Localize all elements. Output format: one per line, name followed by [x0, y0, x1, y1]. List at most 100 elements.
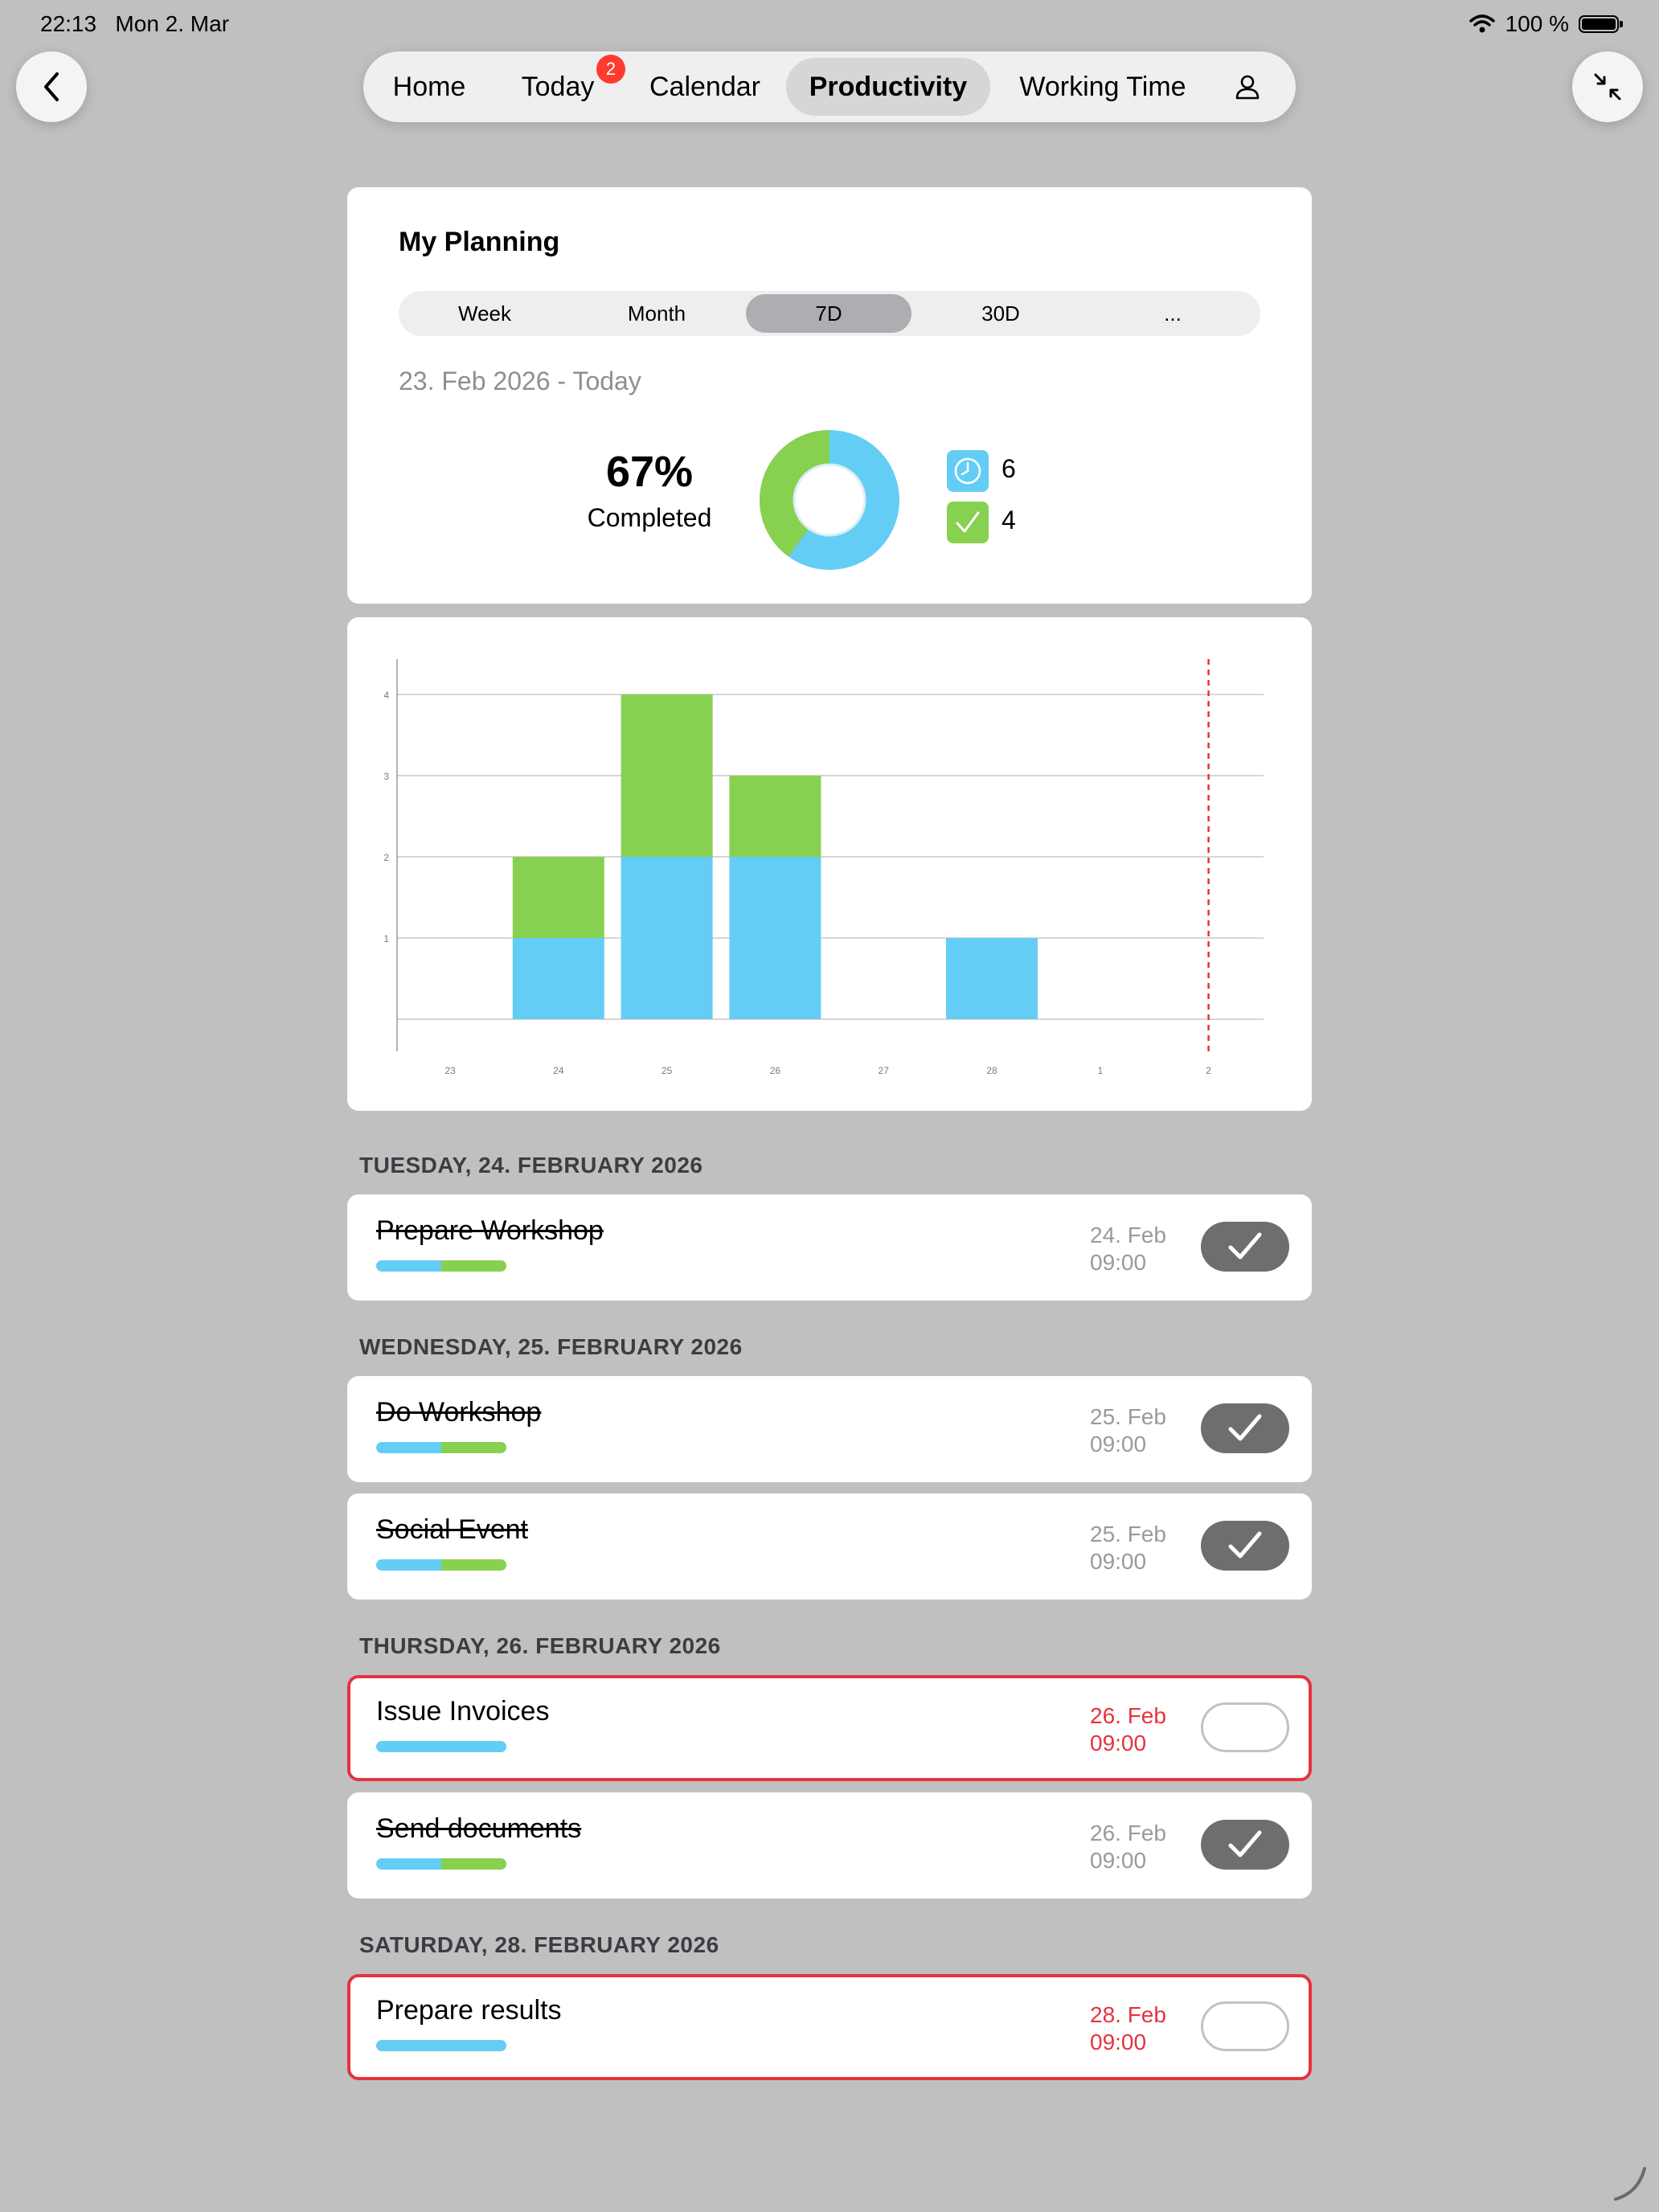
tab-calendar-label: Calendar — [649, 72, 760, 102]
task-title: Prepare results — [376, 1995, 562, 2026]
task-card[interactable]: Do Workshop 25. Feb 09:00 — [347, 1376, 1312, 1482]
resize-grip-icon[interactable] — [1611, 2164, 1651, 2204]
back-button[interactable] — [16, 51, 87, 122]
task-card[interactable]: Prepare results 28. Feb 09:00 — [347, 1974, 1312, 2080]
tab-working-time[interactable]: Working Time — [1006, 58, 1199, 116]
task-time: 09:00 — [1090, 1848, 1147, 1873]
open-count: 6 — [1002, 454, 1016, 483]
completed-label: Completed — [587, 503, 712, 532]
tab-home-label: Home — [392, 72, 466, 102]
task-complete-toggle[interactable] — [1201, 1702, 1289, 1752]
task-progress-bar — [376, 1858, 506, 1870]
segment-30d[interactable]: 30D — [981, 301, 1020, 326]
tab-today[interactable]: Today — [510, 58, 606, 116]
checkmark-icon — [1228, 1830, 1262, 1858]
segment-more[interactable]: ... — [1164, 301, 1182, 326]
section-heading: SATURDAY, 28. FEBRUARY 2026 — [359, 1932, 719, 1957]
task-card[interactable]: Issue Invoices 26. Feb 09:00 — [347, 1675, 1312, 1781]
tab-calendar[interactable]: Calendar — [637, 58, 773, 116]
task-due: 28. Feb 09:00 — [1090, 2001, 1166, 2056]
task-card[interactable]: Social Event 25. Feb 09:00 — [347, 1493, 1312, 1600]
task-complete-toggle[interactable] — [1201, 1521, 1289, 1571]
task-due: 25. Feb 09:00 — [1090, 1403, 1166, 1458]
completed-percent: 67% — [605, 448, 694, 496]
x-tick-label: 25 — [662, 1065, 673, 1076]
section-heading: TUESDAY, 24. FEBRUARY 2026 — [359, 1153, 703, 1178]
task-complete-toggle[interactable] — [1201, 1222, 1289, 1272]
person-icon — [1235, 75, 1260, 100]
task-time: 09:00 — [1090, 1250, 1147, 1275]
tab-home[interactable]: Home — [381, 58, 477, 116]
segment-7d[interactable]: 7D — [746, 294, 911, 333]
top-navigation: Home Today 2 Calendar Productivity Worki… — [363, 51, 1296, 122]
checkmark-icon — [1228, 1414, 1262, 1441]
x-tick-label: 27 — [879, 1065, 890, 1076]
task-complete-toggle[interactable] — [1201, 2001, 1289, 2051]
period-segmented-control: Week Month 7D 30D ... — [399, 291, 1260, 336]
task-due: 26. Feb 09:00 — [1090, 1820, 1166, 1874]
task-title: Send documents — [376, 1813, 582, 1844]
task-complete-toggle[interactable] — [1201, 1403, 1289, 1453]
tab-working-time-label: Working Time — [1019, 72, 1186, 102]
task-title: Do Workshop — [376, 1397, 542, 1428]
x-tick-label: 24 — [553, 1065, 564, 1076]
planning-title: My Planning — [399, 227, 560, 257]
status-bar-right: 100 % — [1469, 11, 1623, 37]
section-heading: WEDNESDAY, 25. FEBRUARY 2026 — [359, 1334, 743, 1359]
task-card[interactable]: Prepare Workshop 24. Feb 09:00 — [347, 1194, 1312, 1301]
task-progress-bar — [376, 1260, 506, 1272]
segment-month[interactable]: Month — [627, 301, 686, 326]
task-time: 09:00 — [1090, 1549, 1147, 1574]
task-title: Social Event — [376, 1514, 528, 1545]
tab-today-label: Today — [521, 72, 595, 102]
checkmark-icon — [1228, 1531, 1262, 1559]
checkmark-icon — [1228, 1232, 1262, 1260]
task-date: 25. Feb — [1090, 1404, 1166, 1429]
bar-segment-open — [621, 857, 713, 1019]
date-range: 23. Feb 2026 - Today — [399, 367, 641, 395]
task-time: 09:00 — [1090, 1731, 1147, 1755]
task-progress-bar — [376, 1559, 506, 1571]
status-bar-time: 22:13 Mon 2. Mar — [40, 11, 229, 37]
x-tick-label: 26 — [770, 1065, 781, 1076]
bar-segment-open — [729, 857, 821, 1019]
task-complete-toggle[interactable] — [1201, 1820, 1289, 1870]
task-due: 26. Feb 09:00 — [1090, 1702, 1166, 1757]
section-heading: THURSDAY, 26. FEBRUARY 2026 — [359, 1633, 721, 1658]
y-tick-label: 3 — [383, 771, 389, 782]
profile-button[interactable] — [1215, 58, 1280, 116]
bar-segment-open — [512, 938, 604, 1019]
y-tick-label: 2 — [383, 852, 389, 863]
task-card[interactable]: Send documents 26. Feb 09:00 — [347, 1792, 1312, 1899]
x-tick-label: 1 — [1097, 1065, 1103, 1076]
bar-segment-done — [729, 776, 821, 857]
bar-segment-done — [621, 694, 713, 857]
tab-productivity-label: Productivity — [809, 72, 968, 102]
task-date: 24. Feb — [1090, 1223, 1166, 1247]
y-tick-label: 4 — [383, 690, 389, 701]
x-tick-label: 28 — [986, 1065, 997, 1076]
x-tick-label: 2 — [1206, 1065, 1211, 1076]
status-time: 22:13 — [40, 11, 97, 36]
x-tick-label: 23 — [444, 1065, 456, 1076]
donut-done-segment — [760, 430, 899, 570]
chevron-left-icon — [44, 72, 59, 101]
task-date: 25. Feb — [1090, 1522, 1166, 1546]
task-progress-bar — [376, 2040, 506, 2051]
clock-icon — [954, 457, 981, 485]
task-title: Prepare Workshop — [376, 1215, 604, 1246]
done-count: 4 — [1002, 506, 1016, 535]
task-date: 26. Feb — [1090, 1703, 1166, 1728]
status-date: Mon 2. Mar — [115, 11, 230, 36]
done-legend-box — [947, 502, 989, 543]
task-progress-bar — [376, 1741, 506, 1752]
tab-productivity[interactable]: Productivity — [786, 58, 990, 116]
segment-week[interactable]: Week — [458, 301, 511, 326]
collapse-button[interactable] — [1572, 51, 1643, 122]
collapse-arrows-icon — [1594, 73, 1621, 100]
task-due: 24. Feb 09:00 — [1090, 1222, 1166, 1276]
task-time: 09:00 — [1090, 1432, 1147, 1456]
task-due: 25. Feb 09:00 — [1090, 1521, 1166, 1575]
battery-percent: 100 % — [1505, 11, 1569, 36]
